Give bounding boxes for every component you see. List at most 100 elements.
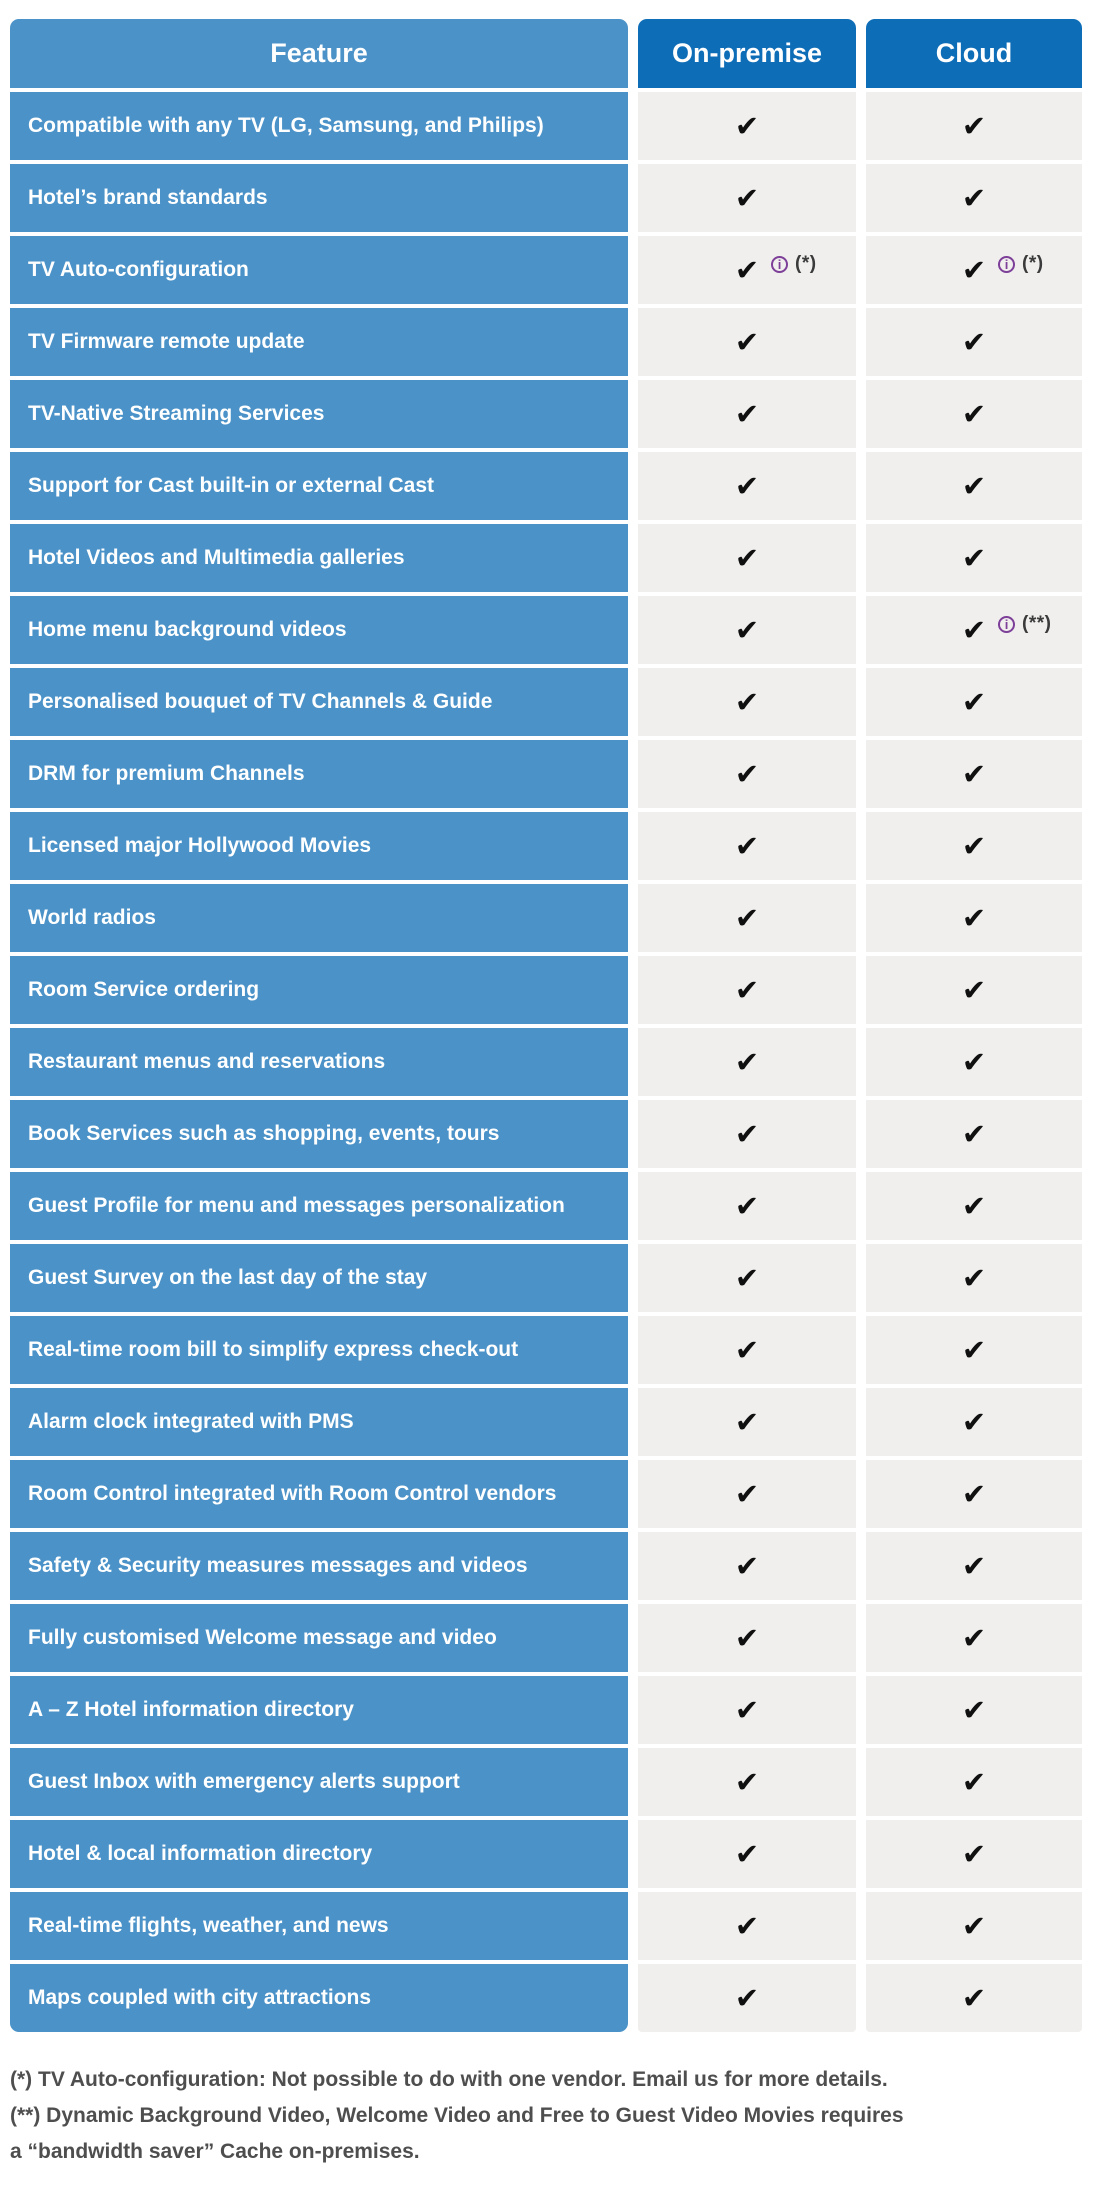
check-icon: ✔ xyxy=(734,1332,760,1367)
cloud-cell: ✔ xyxy=(866,1316,1082,1384)
table-row: Hotel & local information directory ✔ ✔ xyxy=(10,1820,1094,1888)
on-premise-cell: ✔ xyxy=(638,452,856,520)
footnote-line: (**) Dynamic Background Video, Welcome V… xyxy=(10,2104,904,2127)
cloud-cell: ✔ xyxy=(866,1532,1082,1600)
cloud-cell: ✔ i (*) xyxy=(866,236,1082,304)
check-icon: ✔ xyxy=(961,396,987,431)
cloud-cell: ✔ xyxy=(866,380,1082,448)
on-premise-cell: ✔ xyxy=(638,1748,856,1816)
table-row: TV Auto-configuration ✔ i (*) ✔ i (*) xyxy=(10,236,1094,304)
table-row: Compatible with any TV (LG, Samsung, and… xyxy=(10,92,1094,160)
on-premise-cell: ✔ xyxy=(638,380,856,448)
table-row: Maps coupled with city attractions ✔ ✔ xyxy=(10,1964,1094,2032)
check-icon: ✔ xyxy=(961,468,987,503)
check-icon: ✔ xyxy=(961,1332,987,1367)
check-icon: ✔ xyxy=(961,684,987,719)
info-icon[interactable]: i xyxy=(998,255,1015,273)
cloud-cell: ✔ xyxy=(866,1892,1082,1960)
column-header-cloud: Cloud xyxy=(866,19,1082,88)
check-icon: ✔ xyxy=(734,1980,760,2015)
check-icon: ✔ xyxy=(734,468,760,503)
cloud-cell: ✔ xyxy=(866,1388,1082,1456)
feature-label: TV Auto-configuration xyxy=(10,236,628,304)
feature-label: World radios xyxy=(10,884,628,952)
cloud-cell: ✔ xyxy=(866,92,1082,160)
check-icon: ✔ xyxy=(734,396,760,431)
cloud-cell: ✔ xyxy=(866,956,1082,1024)
on-premise-cell: ✔ xyxy=(638,1244,856,1312)
table-row: TV Firmware remote update ✔ ✔ xyxy=(10,308,1094,376)
check-icon: ✔ xyxy=(961,1044,987,1079)
on-premise-cell: ✔ xyxy=(638,1460,856,1528)
check-icon: ✔ xyxy=(961,1548,987,1583)
check-icon: ✔ xyxy=(734,1116,760,1151)
check-icon: ✔ xyxy=(961,900,987,935)
feature-label: TV Firmware remote update xyxy=(10,308,628,376)
footnote-marker: (*) xyxy=(1022,253,1044,274)
cloud-cell: ✔ xyxy=(866,1964,1082,2032)
table-row: Support for Cast built-in or external Ca… xyxy=(10,452,1094,520)
check-icon: ✔ xyxy=(734,1260,760,1295)
cloud-cell: ✔ xyxy=(866,884,1082,952)
cloud-cell: ✔ xyxy=(866,1100,1082,1168)
table-row: Restaurant menus and reservations ✔ ✔ xyxy=(10,1028,1094,1096)
on-premise-cell: ✔ xyxy=(638,164,856,232)
info-icon[interactable]: i xyxy=(771,255,788,273)
check-icon: ✔ xyxy=(734,972,760,1007)
footnotes: (*) TV Auto-configuration: Not possible … xyxy=(10,2062,1094,2170)
cell-annotations: i (*) xyxy=(771,253,817,275)
on-premise-cell: ✔ xyxy=(638,92,856,160)
info-icon[interactable]: i xyxy=(998,615,1015,633)
table-row: Guest Profile for menu and messages pers… xyxy=(10,1172,1094,1240)
check-icon: ✔ xyxy=(734,1908,760,1943)
check-icon: ✔ xyxy=(961,1116,987,1151)
check-icon: ✔ xyxy=(961,756,987,791)
feature-label: Maps coupled with city attractions xyxy=(10,1964,628,2032)
on-premise-cell: ✔ xyxy=(638,1604,856,1672)
feature-label: A – Z Hotel information directory xyxy=(10,1676,628,1744)
on-premise-cell: ✔ i (*) xyxy=(638,236,856,304)
feature-label: Real-time room bill to simplify express … xyxy=(10,1316,628,1384)
cloud-cell: ✔ xyxy=(866,1028,1082,1096)
on-premise-cell: ✔ xyxy=(638,1172,856,1240)
check-icon: ✔ xyxy=(734,540,760,575)
on-premise-cell: ✔ xyxy=(638,1820,856,1888)
cloud-cell: ✔ xyxy=(866,1244,1082,1312)
feature-label: Support for Cast built-in or external Ca… xyxy=(10,452,628,520)
cloud-cell: ✔ xyxy=(866,308,1082,376)
footnote-line: a “bandwidth saver” Cache on-premises. xyxy=(10,2140,420,2163)
check-icon: ✔ xyxy=(961,108,987,143)
table-row: Fully customised Welcome message and vid… xyxy=(10,1604,1094,1672)
check-icon: ✔ xyxy=(734,1620,760,1655)
on-premise-cell: ✔ xyxy=(638,1964,856,2032)
table-header-row: Feature On-premise Cloud xyxy=(10,19,1094,88)
table-row: Book Services such as shopping, events, … xyxy=(10,1100,1094,1168)
feature-label: Fully customised Welcome message and vid… xyxy=(10,1604,628,1672)
cell-annotations: i (*) xyxy=(998,253,1044,275)
check-icon: ✔ xyxy=(961,612,987,647)
feature-comparison-table: Feature On-premise Cloud Compatible with… xyxy=(10,19,1094,2032)
check-icon: ✔ xyxy=(734,324,760,359)
on-premise-cell: ✔ xyxy=(638,524,856,592)
table-row: Real-time flights, weather, and news ✔ ✔ xyxy=(10,1892,1094,1960)
check-icon: ✔ xyxy=(961,324,987,359)
feature-label: Personalised bouquet of TV Channels & Gu… xyxy=(10,668,628,736)
check-icon: ✔ xyxy=(734,1692,760,1727)
check-icon: ✔ xyxy=(961,1692,987,1727)
check-icon: ✔ xyxy=(961,1836,987,1871)
feature-label: Compatible with any TV (LG, Samsung, and… xyxy=(10,92,628,160)
on-premise-cell: ✔ xyxy=(638,1028,856,1096)
check-icon: ✔ xyxy=(734,1188,760,1223)
check-icon: ✔ xyxy=(734,1548,760,1583)
feature-label: Guest Inbox with emergency alerts suppor… xyxy=(10,1748,628,1816)
check-icon: ✔ xyxy=(961,540,987,575)
check-icon: ✔ xyxy=(961,1620,987,1655)
check-icon: ✔ xyxy=(961,1404,987,1439)
on-premise-cell: ✔ xyxy=(638,1676,856,1744)
feature-label: Restaurant menus and reservations xyxy=(10,1028,628,1096)
column-header-feature: Feature xyxy=(10,19,628,88)
check-icon: ✔ xyxy=(734,108,760,143)
cloud-cell: ✔ xyxy=(866,1172,1082,1240)
table-row: Hotel’s brand standards ✔ ✔ xyxy=(10,164,1094,232)
